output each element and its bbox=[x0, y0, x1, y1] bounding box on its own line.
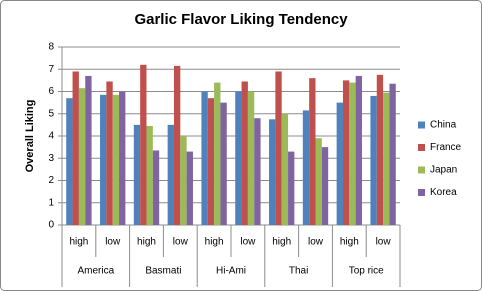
bar bbox=[281, 113, 289, 225]
bar bbox=[152, 150, 160, 225]
group-label: Thai bbox=[289, 266, 308, 277]
bar bbox=[342, 80, 350, 225]
bar bbox=[167, 124, 174, 225]
bar bbox=[201, 91, 208, 225]
y-axis-title: Overall Liking bbox=[24, 100, 36, 173]
x-tick-label: high bbox=[272, 237, 291, 248]
legend-swatch bbox=[418, 166, 425, 174]
x-tick-label: low bbox=[308, 237, 324, 248]
bar bbox=[112, 94, 120, 226]
y-tick-label: 4 bbox=[48, 131, 54, 142]
bar bbox=[207, 98, 215, 225]
bar bbox=[119, 91, 126, 225]
x-tick-label: high bbox=[69, 237, 88, 248]
bar bbox=[100, 94, 107, 226]
y-tick-label: 2 bbox=[48, 175, 54, 186]
bar bbox=[315, 138, 322, 225]
y-tick-label: 8 bbox=[48, 42, 54, 53]
bar bbox=[180, 136, 187, 225]
bar bbox=[302, 110, 310, 225]
bar bbox=[78, 88, 86, 225]
y-tick-label: 0 bbox=[48, 220, 54, 231]
group-label: America bbox=[77, 266, 114, 277]
bar bbox=[146, 125, 153, 225]
legend-label: France bbox=[430, 142, 462, 153]
y-tick-label: 6 bbox=[48, 86, 54, 97]
bar bbox=[355, 75, 362, 225]
bar bbox=[254, 118, 261, 225]
bar bbox=[66, 98, 73, 225]
x-tick-label: low bbox=[173, 237, 189, 248]
bar bbox=[173, 65, 181, 225]
x-tick-label: low bbox=[376, 237, 392, 248]
bar bbox=[133, 124, 141, 225]
legend-label: Korea bbox=[430, 187, 457, 198]
legend-label: China bbox=[430, 120, 457, 131]
y-tick-label: 7 bbox=[48, 64, 54, 75]
y-tick-label: 5 bbox=[48, 108, 54, 119]
group-label: Hi-Ami bbox=[216, 266, 246, 277]
y-tick-label: 1 bbox=[48, 197, 54, 208]
bar bbox=[349, 82, 356, 225]
bar bbox=[389, 83, 396, 226]
bar bbox=[370, 95, 377, 225]
bar bbox=[336, 102, 343, 225]
bar bbox=[275, 71, 282, 225]
bar bbox=[269, 119, 276, 225]
bar bbox=[247, 91, 255, 225]
bar bbox=[376, 74, 384, 225]
bar bbox=[309, 78, 316, 226]
bar bbox=[235, 91, 242, 225]
y-tick-label: 3 bbox=[48, 153, 54, 164]
chart-title: Garlic Flavor Liking Tendency bbox=[134, 11, 348, 28]
bar bbox=[140, 64, 147, 225]
bar bbox=[220, 102, 227, 225]
x-tick-label: high bbox=[340, 237, 359, 248]
bar bbox=[106, 81, 113, 225]
bar bbox=[214, 82, 221, 225]
legend-swatch bbox=[418, 189, 425, 196]
bar bbox=[288, 151, 295, 225]
legend-swatch bbox=[418, 121, 425, 129]
bar bbox=[85, 75, 92, 225]
legend-swatch bbox=[418, 144, 425, 151]
x-tick-label: low bbox=[105, 237, 121, 248]
x-tick-label: high bbox=[205, 237, 224, 248]
bar bbox=[321, 147, 329, 225]
legend-label: Japan bbox=[430, 165, 457, 176]
bar bbox=[72, 71, 79, 225]
bar bbox=[383, 92, 390, 225]
x-tick-label: high bbox=[137, 237, 156, 248]
group-label: Top rice bbox=[349, 266, 384, 277]
group-label: Basmati bbox=[145, 266, 181, 277]
bar bbox=[241, 81, 248, 225]
bar bbox=[186, 151, 193, 225]
x-tick-label: low bbox=[240, 237, 256, 248]
